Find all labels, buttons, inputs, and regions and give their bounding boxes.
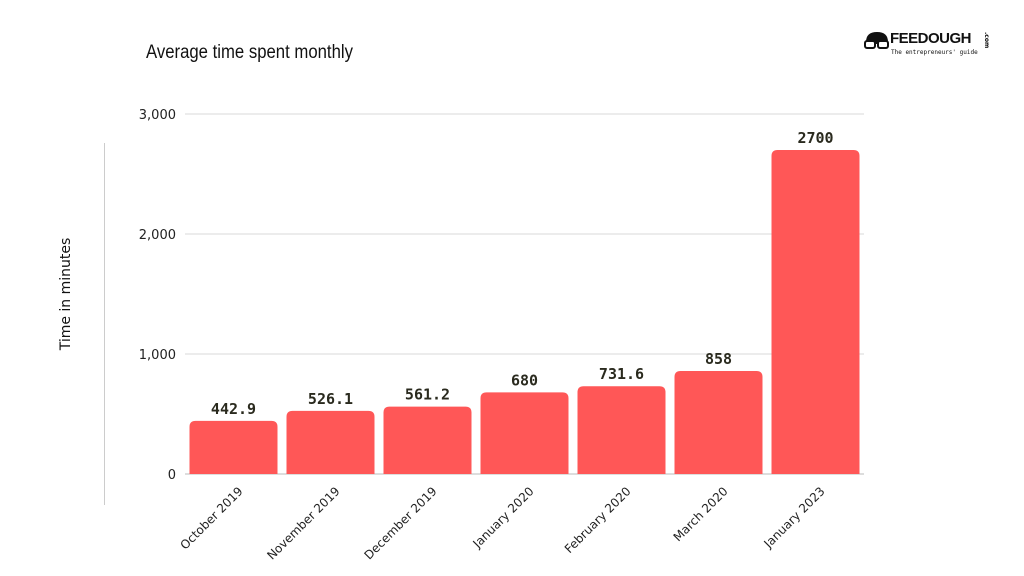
x-tick-label: February 2020 (562, 484, 634, 556)
bar (383, 406, 472, 474)
x-tick-label: March 2020 (671, 484, 731, 544)
y-tick-label: 1,000 (139, 348, 176, 363)
y-tick-label: 2,000 (139, 228, 176, 243)
logo-tagline: The entrepreneurs' guide (891, 49, 978, 56)
data-label: 561.2 (405, 386, 450, 404)
bar (674, 371, 763, 474)
x-tick-label: November 2019 (264, 484, 342, 562)
data-label: 442.9 (211, 400, 256, 418)
data-label: 680 (511, 371, 538, 389)
bar (771, 150, 860, 474)
data-label: 526.1 (308, 390, 353, 408)
bar (577, 386, 666, 474)
y-tick-label: 3,000 (139, 108, 176, 123)
x-tick-label: December 2019 (361, 484, 439, 562)
logo-text: FEEDOUGH (890, 30, 972, 47)
data-label: 2700 (797, 129, 833, 147)
y-tick-label: 0 (168, 468, 176, 483)
divider-line (104, 143, 105, 505)
logo-face-icon (864, 32, 889, 49)
data-label: 731.6 (599, 365, 644, 383)
bar (480, 392, 569, 474)
x-tick-label: January 2023 (761, 484, 828, 551)
data-label: 858 (705, 350, 732, 368)
x-tick-label: January 2020 (470, 484, 537, 551)
bar (189, 420, 278, 474)
chart-title: Average time spent monthly (146, 42, 353, 63)
bar (286, 410, 375, 474)
x-tick-label: October 2019 (177, 484, 245, 552)
